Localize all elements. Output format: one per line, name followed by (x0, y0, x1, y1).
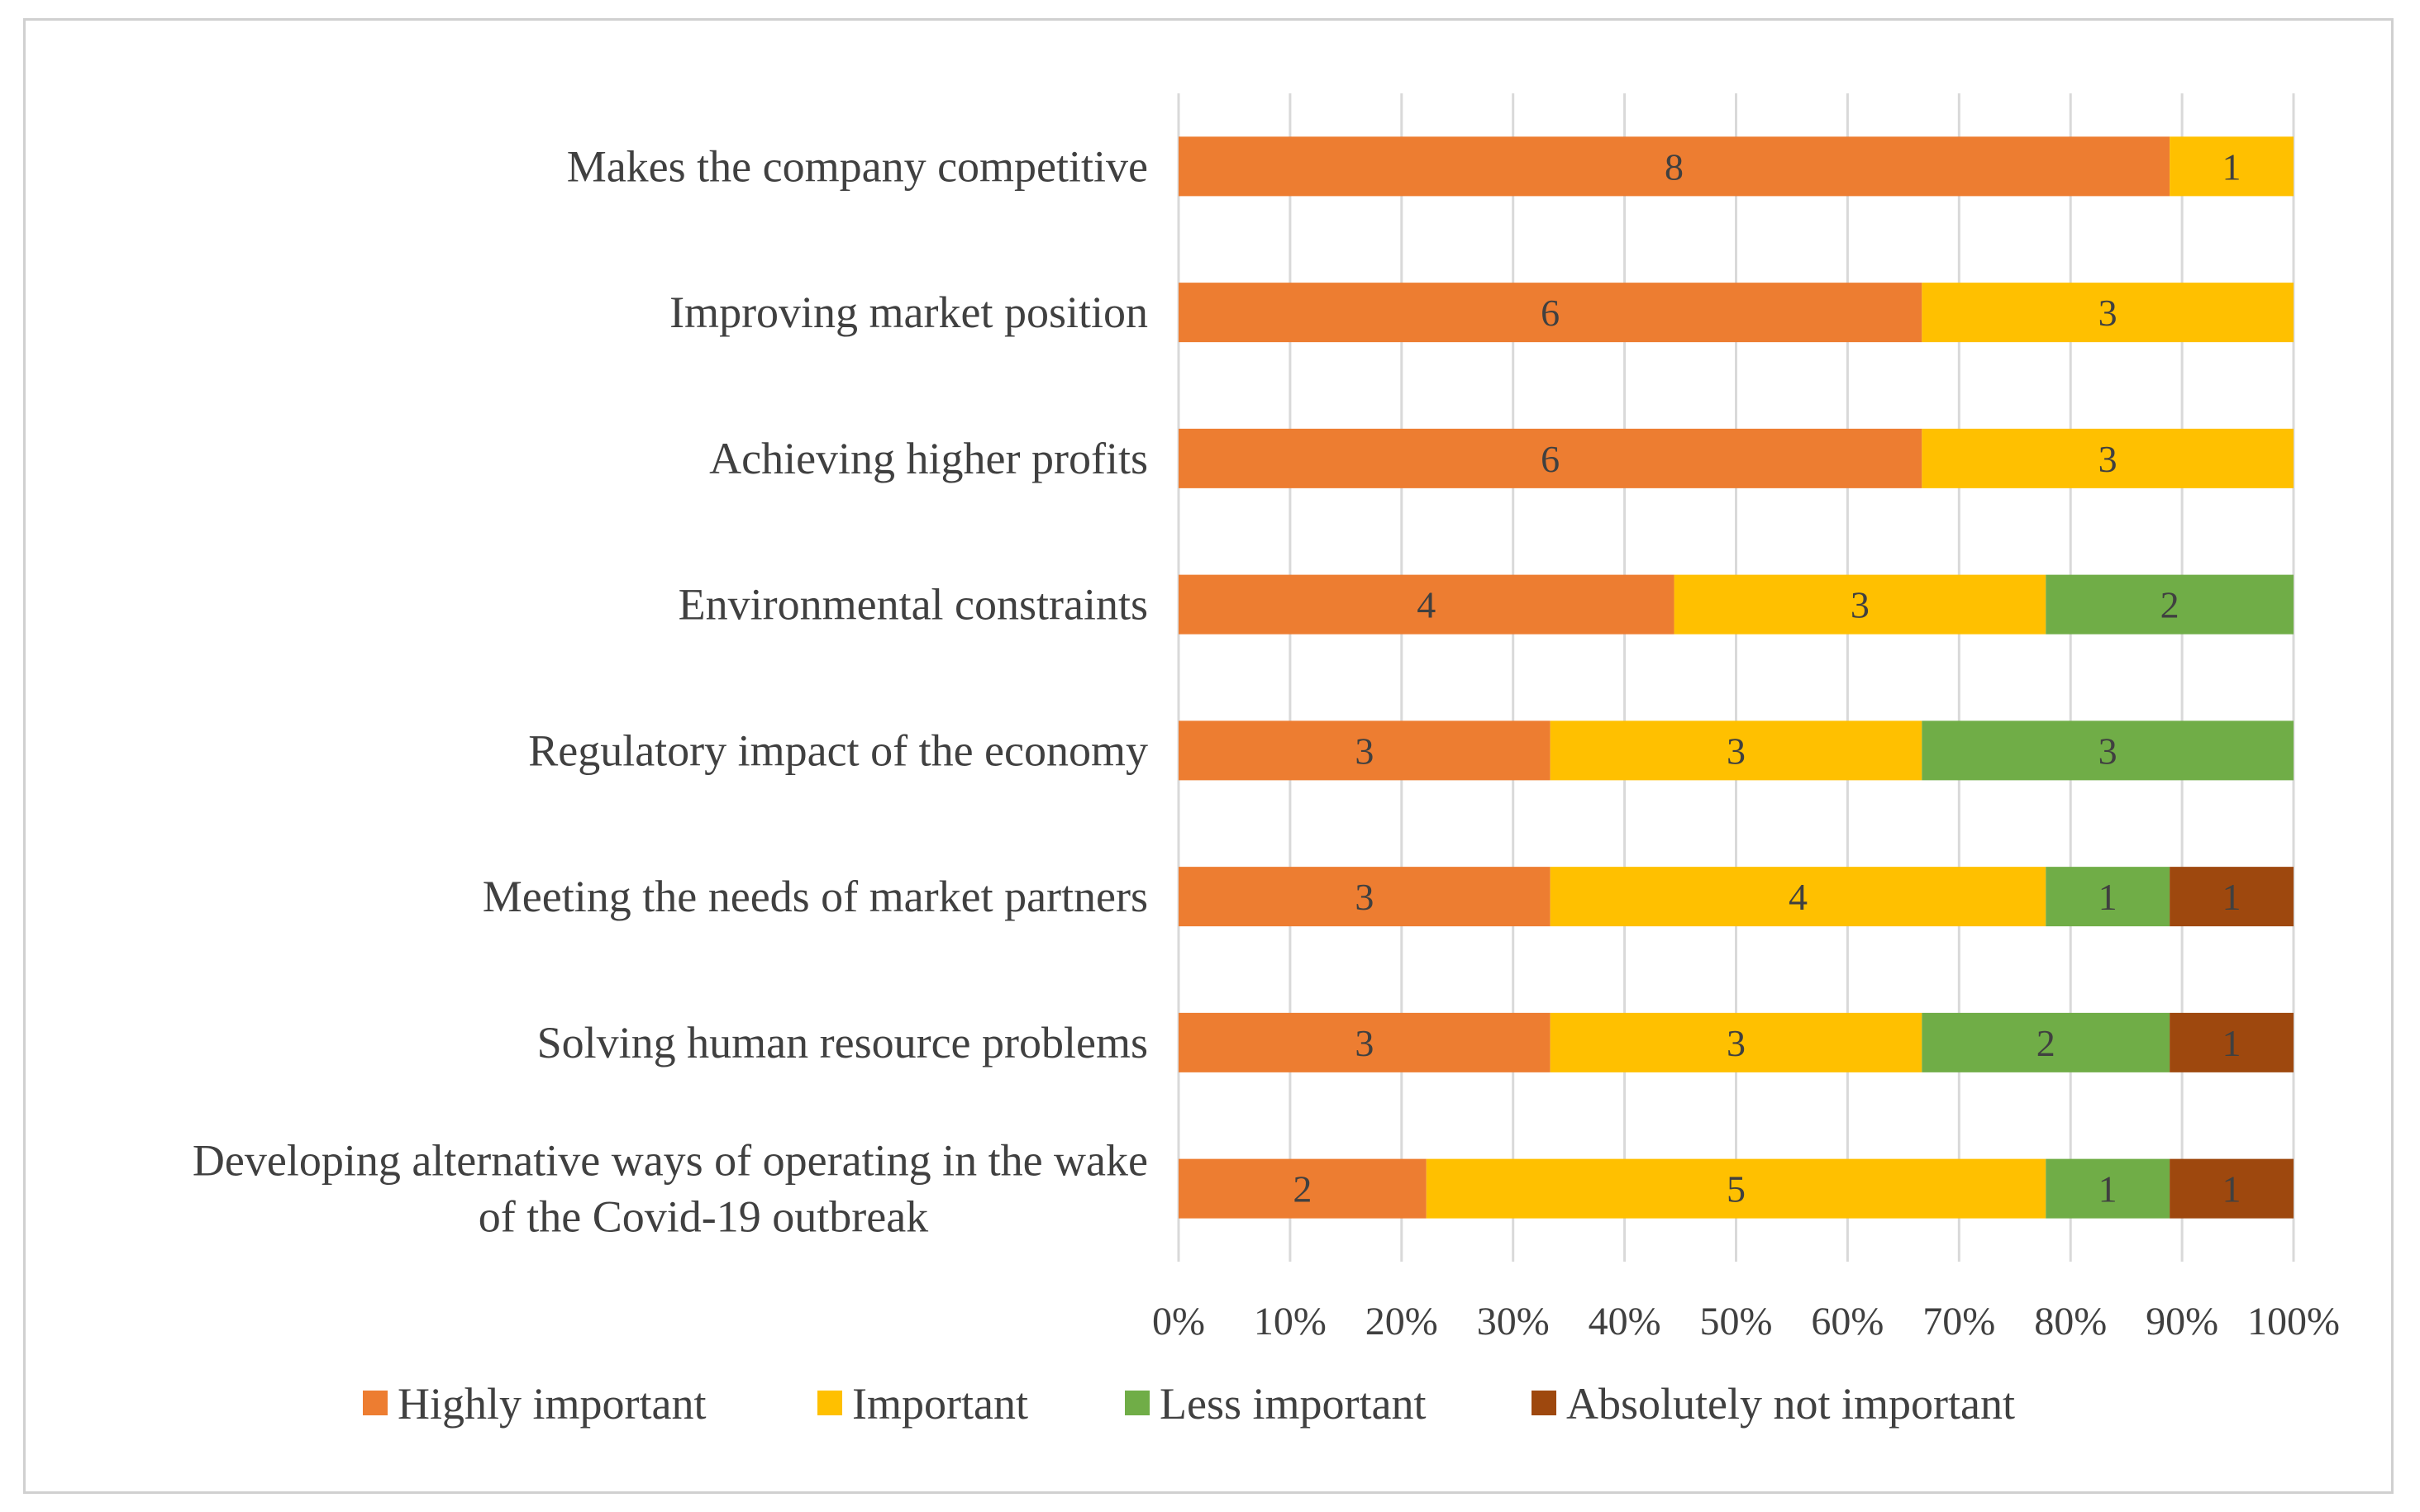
data-label-less-important-5: 3 (2098, 730, 2118, 772)
legend-label-highly-important: Highly important (398, 1379, 706, 1429)
category-axis: Makes the company competitive Improving m… (193, 93, 1180, 1262)
bar-important-2 (1922, 283, 2294, 343)
x-tick-label-20: 20% (1365, 1300, 1438, 1343)
x-tick-label-60: 60% (1811, 1300, 1884, 1343)
bar-less-important-4 (2046, 574, 2294, 635)
chart-frame: Makes the company competitive Improving m… (23, 18, 2394, 1494)
data-label-highly-important-8: 2 (1293, 1168, 1312, 1210)
data-label-less-important-4: 2 (2160, 584, 2179, 626)
bar-absolutely-not-important-8 (2170, 1158, 2294, 1219)
bar-important-7 (1550, 1012, 1922, 1072)
category-label-makes-the-company-competitive: Makes the company competitive (567, 141, 1148, 191)
bar-absolutely-not-important-6 (2170, 867, 2294, 927)
bar-important-6 (1550, 867, 2046, 927)
data-label-highly-important-7: 3 (1355, 1022, 1374, 1064)
bar-absolutely-not-important-7 (2170, 1012, 2294, 1072)
bar-important-1 (2170, 136, 2294, 197)
data-label-important-2: 3 (2098, 292, 2118, 334)
data-label-less-important-6: 1 (2098, 876, 2118, 918)
category-label-developing-alternative-ways-of-operating-line-1: Developing alternative ways of operating… (193, 1136, 1148, 1186)
data-label-highly-important-4: 4 (1417, 584, 1436, 626)
legend-label-absolutely-not-important: Absolutely not important (1566, 1379, 2015, 1429)
category-label-developing-alternative-ways-of-operating-line-2: of the Covid-19 outbreak (479, 1192, 928, 1242)
legend-swatch-absolutely-not-important (1532, 1391, 1556, 1415)
x-tick-label-0: 0% (1152, 1300, 1205, 1343)
category-label-achieving-higher-profits: Achieving higher profits (709, 434, 1148, 483)
data-label-highly-important-5: 3 (1355, 730, 1374, 772)
x-tick-label-30: 30% (1477, 1300, 1550, 1343)
x-tick-label-100: 100% (2247, 1300, 2340, 1343)
bar-highly-important-2 (1179, 283, 1922, 343)
data-label-important-7: 3 (1727, 1022, 1746, 1064)
category-label-regulatory-impact-of-the-economy: Regulatory impact of the economy (528, 725, 1148, 775)
bar-less-important-6 (2046, 867, 2170, 927)
data-label-important-8: 5 (1727, 1168, 1746, 1210)
legend-swatch-less-important (1125, 1391, 1150, 1415)
data-label-less-important-8: 1 (2098, 1168, 2118, 1210)
category-label-solving-human-resource-problems: Solving human resource problems (537, 1018, 1148, 1067)
data-label-important-5: 3 (1727, 730, 1746, 772)
legend: Highly important Important Less important A… (363, 1379, 2015, 1429)
data-label-less-important-7: 2 (2037, 1022, 2056, 1064)
bar-highly-important-5 (1179, 720, 1551, 781)
bar-highly-important-3 (1179, 428, 1922, 488)
x-axis-ticks: 0% 10% 20% 30% 40% 50% 60% 70% 80% 90% 100% (1152, 1300, 2340, 1343)
data-label-highly-important-3: 6 (1541, 438, 1560, 480)
legend-swatch-important (817, 1391, 842, 1415)
category-label-improving-market-position: Improving market position (669, 288, 1148, 337)
bar-important-4 (1674, 574, 2046, 635)
grid-lines (1177, 93, 2295, 1262)
x-tick-label-40: 40% (1589, 1300, 1661, 1343)
x-tick-label-50: 50% (1700, 1300, 1773, 1343)
data-label-important-1: 1 (2222, 145, 2241, 188)
legend-swatch-highly-important (363, 1391, 388, 1415)
data-label-highly-important-1: 8 (1665, 145, 1684, 188)
bar-less-important-8 (2046, 1158, 2170, 1219)
legend-label-important: Important (852, 1379, 1028, 1429)
category-label-meeting-the-needs-of-market-partners: Meeting the needs of market partners (483, 872, 1148, 921)
bar-less-important-5 (1922, 720, 2294, 781)
bar-less-important-7 (1922, 1012, 2170, 1072)
bar-highly-important-8 (1179, 1158, 1427, 1219)
x-tick-label-70: 70% (1922, 1300, 1995, 1343)
data-label-absolutely-not-important-8: 1 (2222, 1168, 2241, 1210)
data-label-absolutely-not-important-6: 1 (2222, 876, 2241, 918)
bar-highly-important-6 (1179, 867, 1551, 927)
x-tick-label-10: 10% (1254, 1300, 1327, 1343)
data-label-important-6: 4 (1789, 876, 1808, 918)
data-label-highly-important-2: 6 (1541, 292, 1560, 334)
x-tick-label-90: 90% (2146, 1300, 2218, 1343)
bar-important-3 (1922, 428, 2294, 488)
bar-important-5 (1550, 720, 1922, 781)
bar-highly-important-7 (1179, 1012, 1551, 1072)
bar-highly-important-1 (1179, 136, 2170, 197)
x-tick-label-80: 80% (2034, 1300, 2107, 1343)
legend-label-less-important: Less important (1160, 1379, 1426, 1429)
bar-highly-important-4 (1179, 574, 1674, 635)
data-label-highly-important-6: 3 (1355, 876, 1374, 918)
stacked-bar-chart: Makes the company competitive Improving m… (193, 93, 2340, 1429)
data-label-important-3: 3 (2098, 438, 2118, 480)
category-label-environmental-constraints: Environmental constraints (679, 580, 1148, 630)
bar-important-8 (1426, 1158, 2046, 1219)
bars: 8 1 6 3 6 3 4 3 2 3 3 3 3 4 1 1 3 3 2 1 2 5 1 1 (1179, 136, 2294, 1219)
data-label-important-4: 3 (1851, 584, 1870, 626)
data-label-absolutely-not-important-7: 1 (2222, 1022, 2241, 1064)
